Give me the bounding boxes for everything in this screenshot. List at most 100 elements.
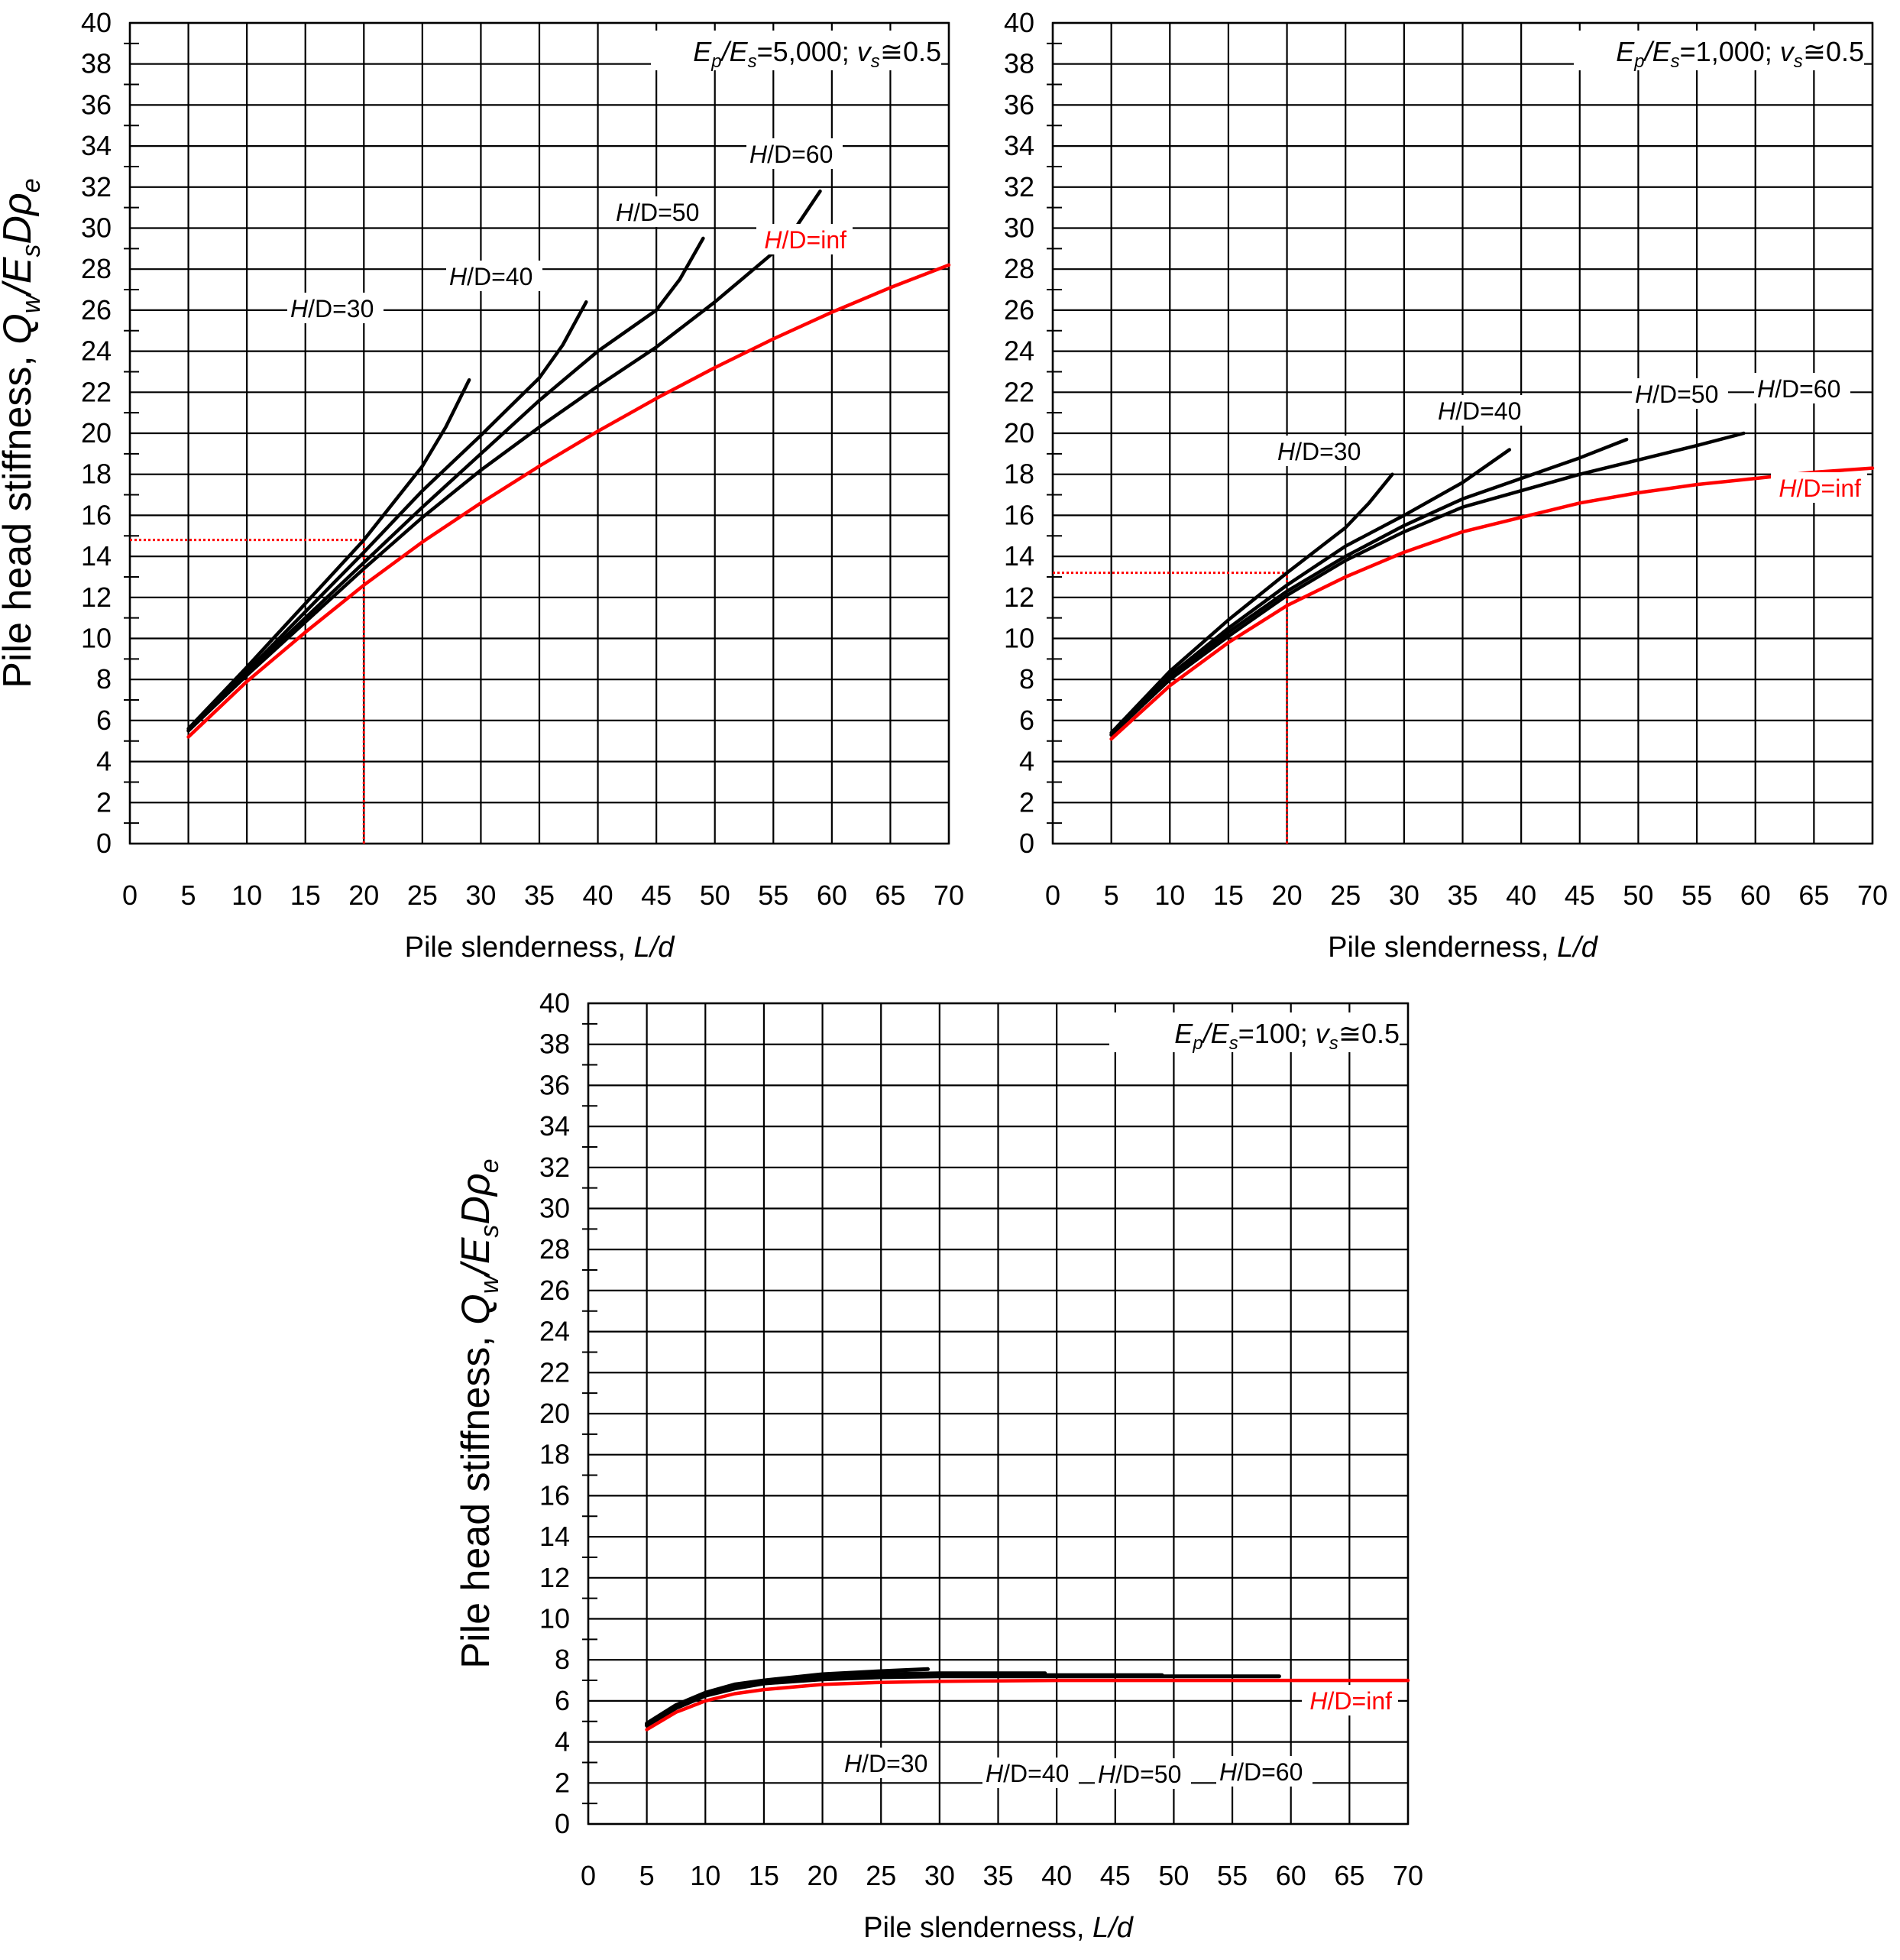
series-label-bg <box>287 293 384 323</box>
y-axis-label-q: Q <box>454 1294 498 1324</box>
annotation: Ep/Es=100; vs≅0.5 <box>1174 1018 1400 1054</box>
series-label-bg <box>1754 373 1850 403</box>
x-tick-label: 5 <box>181 880 196 911</box>
y-axis-label-main: Pile head stiffness, <box>454 1325 498 1669</box>
x-tick-label: 10 <box>231 880 262 911</box>
x-tick-label: 35 <box>982 1860 1013 1891</box>
x-tick-label: 15 <box>290 880 321 911</box>
y-tick-label: 34 <box>1004 130 1034 161</box>
y-tick-label: 10 <box>81 623 112 654</box>
series-label-bg <box>841 1748 937 1778</box>
series-line-h-d-60 <box>645 1674 1281 1728</box>
x-tick-label: 0 <box>122 880 138 911</box>
y-tick-label: 30 <box>539 1193 570 1224</box>
annotation-nu-sub: s <box>1329 1033 1338 1054</box>
series-label-bg <box>446 261 542 291</box>
y-tick-label: 36 <box>1004 89 1034 120</box>
y-tick-label: 6 <box>555 1685 570 1716</box>
y-tick-label: 20 <box>539 1398 570 1429</box>
x-tick-label: 30 <box>1389 880 1419 911</box>
chart-panel-2: 0 5 10 15 20 25 30 35 40 45 50 55 60 65 70024681012141… <box>1004 7 1888 964</box>
x-axis-label-main: Pile slenderness, <box>1328 931 1557 964</box>
x-tick-label: 45 <box>1100 1860 1131 1891</box>
annotation-nu: v <box>1780 36 1795 67</box>
x-tick-label: 25 <box>1330 880 1361 911</box>
x-axis-label-main: Pile slenderness, <box>863 1912 1092 1944</box>
x-axis-label: Pile slenderness, L/d <box>1328 931 1599 964</box>
y-tick-label: 26 <box>1004 294 1034 326</box>
series-label-rest: /D=inf <box>1328 1687 1393 1715</box>
series-label-rest: /D=40 <box>1003 1760 1069 1787</box>
series-label-rest: /D=40 <box>1455 397 1521 425</box>
y-tick-label: 36 <box>81 89 112 120</box>
annotation-nu-value: ≅0.5 <box>880 36 941 67</box>
series-label: H/D=inf <box>1309 1687 1392 1715</box>
y-axis-label-q-sub: w <box>17 293 46 313</box>
x-tick-label: 0 <box>1045 880 1060 911</box>
x-tick-label: 60 <box>1276 1860 1306 1891</box>
x-tick-label: 65 <box>1798 880 1829 911</box>
x-tick-label: 45 <box>1565 880 1595 911</box>
y-tick-label: 30 <box>81 212 112 244</box>
y-tick-label: 0 <box>1019 828 1034 859</box>
series-label-rest: /D=inf <box>782 226 847 254</box>
x-axis-label: Pile slenderness, L/d <box>405 931 676 964</box>
series-label-bg <box>1771 472 1867 503</box>
series-label: H/D=30 <box>290 295 374 322</box>
y-tick-label: 30 <box>1004 212 1034 244</box>
annotation-nu: v <box>1316 1018 1331 1049</box>
y-tick-label: 36 <box>539 1069 570 1100</box>
series-label-h: H <box>1098 1761 1116 1788</box>
series-label: H/D=60 <box>1219 1758 1303 1786</box>
x-tick-label: 20 <box>348 880 379 911</box>
y-axis-label-d-rho: Dρ <box>454 1173 498 1224</box>
series-label-rest: /D=50 <box>633 199 699 226</box>
annotation-sub-p: p <box>1633 51 1644 72</box>
grid <box>1047 21 1874 845</box>
y-axis-label-q-sub: w <box>475 1273 504 1294</box>
y-tick-label: 28 <box>539 1233 570 1265</box>
annotation-slash-e: /E <box>720 36 749 67</box>
y-tick-label: 14 <box>539 1521 570 1552</box>
y-tick-label: 14 <box>1004 540 1034 572</box>
series-label-rest: /D=60 <box>767 141 833 168</box>
x-tick-label: 15 <box>1213 880 1244 911</box>
y-tick-label: 22 <box>1004 376 1034 407</box>
annotation-nu-value: ≅0.5 <box>1803 36 1864 67</box>
series-label-rest: /D=50 <box>1652 381 1718 408</box>
annotation-ratio-value: =5,000; <box>757 36 857 67</box>
annotation-nu: v <box>857 36 872 67</box>
series-label: H/D=50 <box>616 199 699 226</box>
y-axis-label-slash: /E <box>454 1236 498 1277</box>
x-tick-label: 60 <box>817 880 847 911</box>
series-label-rest: /D=30 <box>862 1750 927 1777</box>
series-line-h-d-50 <box>186 236 705 733</box>
plot-frame <box>1051 21 1874 845</box>
series-label-rest: /D=40 <box>467 263 532 290</box>
annotation-e: E <box>1174 1018 1193 1049</box>
x-axis-label-italic: L/d <box>1092 1912 1134 1944</box>
series-label-rest: /D=60 <box>1237 1758 1303 1786</box>
series-label-h: H <box>749 141 768 168</box>
series-line-h-d-60 <box>1109 431 1746 737</box>
y-tick-label: 40 <box>1004 7 1034 38</box>
y-tick-label: 40 <box>81 7 112 38</box>
x-tick-label: 40 <box>1506 880 1536 911</box>
annotation-nu-sub: s <box>871 51 880 72</box>
y-tick-label: 24 <box>1004 335 1034 367</box>
series-label: H/D=inf <box>1779 475 1861 502</box>
x-tick-label: 35 <box>1447 880 1478 911</box>
y-axis-label-es-sub: s <box>475 1225 504 1238</box>
series-label-h: H <box>986 1760 1004 1787</box>
y-tick-label: 10 <box>1004 623 1034 654</box>
series-line-h-d-inf <box>186 263 951 739</box>
y-axis-label-main: Pile head stiffness, <box>0 345 40 688</box>
series-label-h: H <box>1277 438 1296 465</box>
annotation-bg <box>1109 1012 1400 1052</box>
y-tick-label: 34 <box>539 1110 570 1142</box>
series-label: H/D=40 <box>449 263 532 290</box>
y-tick-label: 6 <box>1019 705 1034 736</box>
y-tick-label: 24 <box>539 1316 570 1347</box>
chart-panel-3: 0 5 10 15 20 25 30 35 40 45 50 55 60 65 70024681012141… <box>454 987 1423 1944</box>
series-label-bg <box>1274 436 1371 466</box>
